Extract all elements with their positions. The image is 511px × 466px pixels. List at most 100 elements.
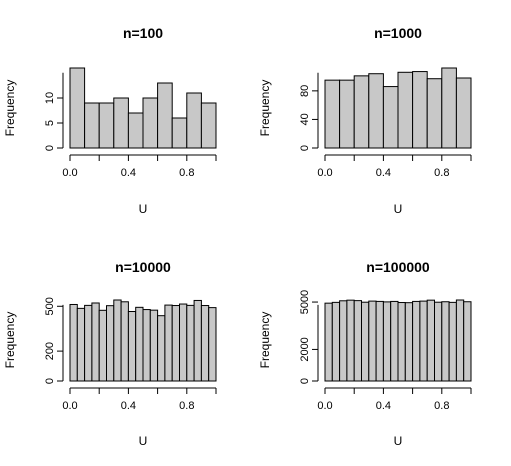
histogram-bar — [331, 301, 341, 382]
histogram-bar — [171, 305, 180, 382]
panel-title: n=100000 — [366, 259, 430, 275]
histogram-bar — [426, 78, 443, 149]
histogram-bar — [179, 303, 188, 382]
x-tick-label: 0.8 — [434, 400, 449, 412]
histogram-bar — [375, 300, 384, 382]
y-tick-label: 200 — [44, 342, 56, 360]
x-axis: 0.0 0.4 0.8 — [317, 154, 472, 179]
y-axis-label: Frequency — [258, 80, 272, 137]
y-axis: 0 200 500 — [44, 297, 64, 384]
x-axis: 0.0 0.4 0.8 — [62, 154, 217, 179]
y-tick-label: 2000 — [299, 337, 311, 361]
bar-group — [69, 67, 217, 149]
x-tick-label: 0.4 — [121, 400, 136, 412]
y-tick-label: 500 — [44, 297, 56, 315]
histogram-panel-n100000: n=100000 U Frequency 0.0 0.4 0.8 0 2000 5000 — [258, 259, 472, 448]
y-tick-label: 0 — [299, 145, 311, 151]
histogram-bar — [434, 301, 443, 382]
x-axis-label: U — [394, 202, 403, 216]
histogram-bar — [441, 301, 450, 382]
y-tick-label: 0 — [44, 378, 56, 384]
bar-group — [324, 67, 472, 149]
histogram-bar — [98, 102, 115, 149]
histogram-bar — [113, 97, 129, 149]
x-tick-label: 0.8 — [179, 167, 194, 179]
histogram-bar — [186, 92, 202, 149]
histogram-bar — [404, 302, 414, 382]
y-tick-label: 40 — [299, 113, 311, 125]
histogram-bar — [361, 301, 370, 382]
histogram-bar — [441, 67, 457, 149]
y-axis-label: Frequency — [258, 312, 272, 369]
histogram-bar — [157, 82, 173, 149]
histogram-bar — [353, 75, 370, 149]
x-tick-label: 0.4 — [376, 400, 391, 412]
histogram-bar — [69, 67, 86, 149]
x-tick-label: 0.8 — [434, 167, 449, 179]
histogram-bar — [106, 305, 115, 382]
histogram-bar — [76, 307, 86, 382]
histogram-bar — [397, 302, 406, 382]
y-tick-label: 0 — [299, 378, 311, 384]
histogram-bar — [455, 299, 465, 382]
histogram-bar — [463, 301, 472, 382]
histogram-bar — [149, 309, 159, 382]
panel-title: n=10000 — [115, 259, 171, 275]
y-tick-label: 0 — [44, 145, 56, 151]
histogram-bar — [127, 311, 137, 382]
x-tick-label: 0.4 — [376, 167, 391, 179]
histogram-bar — [113, 299, 122, 382]
histogram-bar — [455, 77, 472, 149]
histogram-bar — [84, 102, 100, 149]
histogram-bar — [353, 300, 363, 382]
bar-group — [324, 299, 472, 382]
histogram-bar — [171, 117, 188, 149]
histogram-bar — [382, 86, 399, 149]
histogram-bar — [368, 73, 384, 149]
y-tick-label: 5 — [44, 120, 56, 126]
histogram-bar — [127, 112, 144, 149]
x-tick-label: 0.0 — [62, 167, 77, 179]
y-axis-label: Frequency — [3, 80, 17, 137]
histogram-bar — [157, 315, 166, 382]
histogram-bar — [98, 309, 107, 382]
histogram-bar — [324, 302, 333, 382]
histogram-bar — [164, 304, 173, 382]
histogram-bar — [339, 300, 348, 382]
histogram-bar — [120, 301, 129, 382]
x-tick-label: 0.0 — [317, 400, 332, 412]
y-axis-label: Frequency — [3, 312, 17, 369]
histogram-bar — [346, 299, 355, 382]
bar-group — [69, 299, 217, 382]
histogram-bar — [200, 102, 217, 149]
x-tick-label: 0.8 — [179, 400, 194, 412]
histogram-panel-n1000: n=1000 U Frequency 0.0 0.4 0.8 0 40 80 — [258, 25, 472, 216]
histogram-bar — [419, 300, 428, 382]
x-axis-label: U — [139, 434, 148, 448]
histogram-bar — [69, 303, 78, 382]
x-axis-label: U — [394, 434, 403, 448]
y-axis: 0 5 10 — [44, 72, 64, 151]
x-axis-label: U — [139, 202, 148, 216]
histogram-panel-n10000: n=10000 U Frequency 0.0 0.4 0.8 0 200 500 — [3, 259, 217, 448]
histogram-bar — [208, 307, 217, 382]
histogram-panel-n100: n=100 U Frequency 0.0 0.4 0.8 0 5 10 — [3, 25, 217, 216]
histogram-bar — [368, 300, 377, 382]
histogram-bar — [412, 71, 428, 149]
histogram-bar — [426, 299, 436, 382]
y-axis: 0 2000 5000 — [299, 290, 319, 384]
histogram-bar — [91, 302, 100, 382]
x-tick-label: 0.0 — [62, 400, 77, 412]
histogram-bar — [397, 71, 414, 149]
x-axis: 0.0 0.4 0.8 — [62, 387, 217, 412]
histogram-bar — [412, 300, 421, 382]
panel-title: n=1000 — [374, 25, 422, 41]
histogram-bar — [186, 304, 195, 382]
y-tick-label: 5000 — [299, 290, 311, 314]
y-axis: 0 40 80 — [299, 72, 319, 151]
y-tick-label: 80 — [299, 85, 311, 97]
histogram-bar — [324, 79, 341, 149]
histogram-bar — [200, 305, 210, 382]
histogram-bar — [142, 309, 151, 382]
